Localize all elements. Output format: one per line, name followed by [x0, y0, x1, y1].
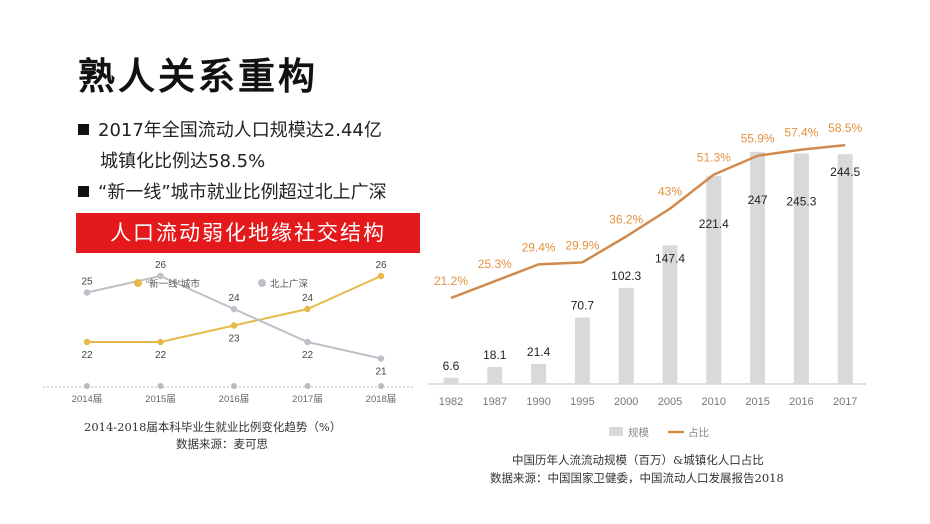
- x-tick-label: 1982: [439, 396, 463, 408]
- ratio-value-label: 58.5%: [828, 121, 862, 135]
- bar-value-label: 244.5: [830, 165, 860, 179]
- bar-value-label: 247: [748, 193, 768, 207]
- data-label: 21: [375, 367, 387, 378]
- bar-value-label: 147.4: [655, 251, 685, 265]
- right-chart-caption: 中国历年人流流动规模（百万）&城镇化人口占比: [512, 453, 764, 467]
- bar: [531, 363, 547, 384]
- x-tick-label: 2015届: [145, 394, 176, 405]
- data-point: [230, 305, 238, 313]
- legend-marker-bsgs: [258, 279, 266, 287]
- x-tick-label: 2018届: [366, 394, 397, 405]
- x-tick-label: 1987: [483, 396, 507, 408]
- data-point: [377, 355, 385, 362]
- x-tick-label: 2015: [745, 396, 769, 408]
- bar: [793, 153, 809, 384]
- x-axis-tick-dot: [378, 383, 384, 389]
- ratio-value-label: 43%: [658, 185, 682, 199]
- data-point: [230, 322, 238, 329]
- data-label: 24: [228, 293, 240, 304]
- x-tick-label: 2017: [833, 396, 857, 408]
- x-tick-label: 2017届: [292, 394, 323, 405]
- bullet-text: 2017年全国流动人口规模达2.44亿: [98, 120, 382, 141]
- bar-value-label: 221.4: [699, 217, 729, 231]
- bar: [574, 317, 590, 384]
- bullet-urbanization: 城镇化比例达58.5%: [100, 147, 265, 173]
- square-bullet-icon: [78, 186, 89, 197]
- ratio-value-label: 29.4%: [522, 240, 556, 254]
- data-label: 26: [375, 260, 387, 271]
- x-axis-tick-dot: [157, 383, 164, 389]
- x-tick-label: 2010: [702, 396, 726, 408]
- x-axis-tick-dot: [231, 383, 237, 389]
- ratio-value-label: 51.3%: [697, 151, 731, 165]
- bullet-text: “新一线”城市就业比例超过北上广深: [98, 182, 387, 203]
- legend-label-bsgs: 北上广深: [270, 278, 309, 290]
- bar: [837, 154, 853, 384]
- bar: [443, 377, 459, 384]
- right-chart-source: 数据来源：中国国家卫健委，中国流动人口发展报告2018: [490, 471, 784, 485]
- square-bullet-icon: [78, 124, 89, 135]
- page-title: 熟人关系重构: [78, 55, 318, 98]
- data-point: [304, 305, 311, 313]
- x-tick-label: 1995: [570, 396, 594, 408]
- bullet-text: 城镇化比例达58.5%: [100, 151, 266, 172]
- x-tick-label: 2016: [789, 396, 813, 408]
- data-label: 23: [228, 334, 240, 345]
- x-tick-label: 2005: [658, 396, 682, 408]
- bullet-new-tier-cities: “新一线”城市就业比例超过北上广深: [78, 178, 387, 204]
- bar-value-label: 102.3: [611, 269, 641, 283]
- data-label: 22: [155, 350, 167, 361]
- bar: [618, 287, 634, 384]
- legend-label-ratio: 占比: [688, 426, 709, 439]
- x-tick-label: 2000: [614, 396, 638, 408]
- ratio-value-label: 57.4%: [784, 126, 818, 140]
- bar: [662, 245, 678, 384]
- ratio-value-label: 36.2%: [609, 213, 643, 227]
- left-chart-source: 数据来源：麦可思: [176, 437, 268, 451]
- x-axis-tick-dot: [304, 383, 311, 389]
- highlight-banner: 人口流动弱化地缘社交结构: [76, 213, 420, 253]
- bar-value-label: 18.1: [483, 348, 507, 362]
- legend-label-bars: 规模: [628, 426, 649, 439]
- data-label: 22: [81, 350, 93, 361]
- data-point: [157, 272, 164, 280]
- ratio-line: [450, 143, 846, 300]
- legend-label-new-tier: “新一线”城市: [146, 278, 200, 290]
- bar-value-label: 70.7: [571, 299, 595, 313]
- series-line-bsgs: [86, 274, 382, 360]
- data-label: 22: [302, 350, 314, 361]
- data-point: [377, 272, 385, 280]
- ratio-value-label: 25.3%: [478, 257, 512, 271]
- data-point: [157, 338, 164, 346]
- ratio-value-label: 55.9%: [741, 132, 775, 146]
- data-label: 25: [81, 277, 93, 288]
- data-point: [304, 338, 311, 346]
- data-label: 26: [155, 260, 167, 271]
- bar-value-label: 245.3: [786, 194, 816, 208]
- x-tick-label: 1990: [526, 396, 550, 408]
- data-label: 24: [302, 293, 314, 304]
- left-chart-caption: 2014-2018届本科毕业生就业比例变化趋势（%）: [84, 420, 342, 434]
- bar-value-label: 21.4: [527, 345, 551, 359]
- bar-value-label: 6.6: [443, 359, 460, 373]
- data-point: [83, 338, 91, 346]
- data-point: [83, 289, 91, 296]
- x-tick-label: 2014届: [72, 394, 103, 405]
- bar: [706, 175, 722, 384]
- bullet-migrant-population: 2017年全国流动人口规模达2.44亿: [78, 116, 382, 142]
- legend-marker-new-tier: [134, 279, 142, 287]
- bar: [487, 366, 503, 384]
- ratio-value-label: 29.9%: [565, 238, 599, 252]
- x-axis-tick-dot: [84, 383, 90, 389]
- ratio-value-label: 21.2%: [434, 274, 468, 288]
- legend-marker-bars: [609, 427, 623, 436]
- x-tick-label: 2016届: [219, 394, 250, 405]
- bar: [750, 151, 766, 384]
